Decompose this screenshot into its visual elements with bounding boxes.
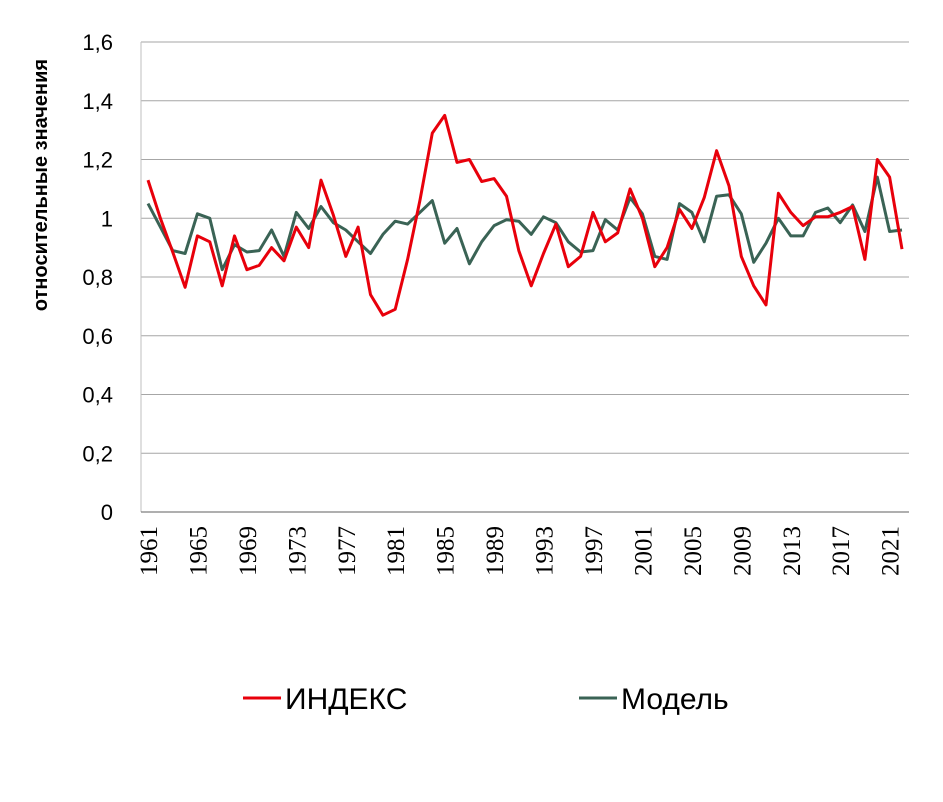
x-tick-label: 1973	[284, 526, 311, 576]
x-tick-label: 1969	[235, 526, 262, 576]
y-tick-label: 0,8	[82, 265, 113, 290]
x-tick-label: 1989	[482, 526, 509, 576]
x-tick-label: 1965	[185, 526, 212, 576]
x-tick-label: 1985	[433, 526, 460, 576]
legend-label: Модель	[621, 683, 729, 716]
x-tick-label: 2001	[630, 526, 657, 576]
x-tick-label: 2009	[729, 526, 756, 576]
series-lines	[146, 113, 904, 317]
y-tick-label: 0,6	[82, 324, 113, 349]
x-tick-label: 2021	[878, 526, 905, 576]
y-tick-label: 0	[101, 500, 113, 525]
x-tick-label: 1993	[532, 526, 559, 576]
y-axis-ticks: 0 0,2 0,4 0,6 0,8 1 1,2 1,4 1,6	[82, 30, 113, 525]
y-tick-label: 0,2	[82, 441, 113, 466]
x-tick-label: 2005	[680, 526, 707, 576]
y-tick-label: 1,2	[82, 148, 113, 173]
y-tick-label: 1	[101, 206, 113, 231]
y-tick-label: 0,4	[82, 383, 113, 408]
x-tick-label: 1961	[136, 526, 163, 576]
x-tick-label: 2013	[779, 526, 806, 576]
y-axis-label: относительные значения	[30, 59, 52, 311]
x-tick-label: 1997	[581, 526, 608, 576]
x-tick-label: 2017	[828, 526, 855, 576]
series-line	[146, 113, 904, 317]
x-tick-label: 1977	[334, 526, 361, 576]
legend: ИНДЕКС Модель	[243, 683, 729, 716]
x-tick-label: 1981	[383, 526, 410, 576]
series-line	[146, 175, 903, 272]
legend-label: ИНДЕКС	[285, 683, 407, 716]
y-tick-label: 1,6	[82, 30, 113, 55]
gridlines	[140, 41, 909, 512]
y-tick-label: 1,4	[82, 89, 113, 114]
x-axis-ticks: 1961 1965 1969 1973 1977 1981 1985 1989 1993 1997…	[136, 526, 905, 576]
